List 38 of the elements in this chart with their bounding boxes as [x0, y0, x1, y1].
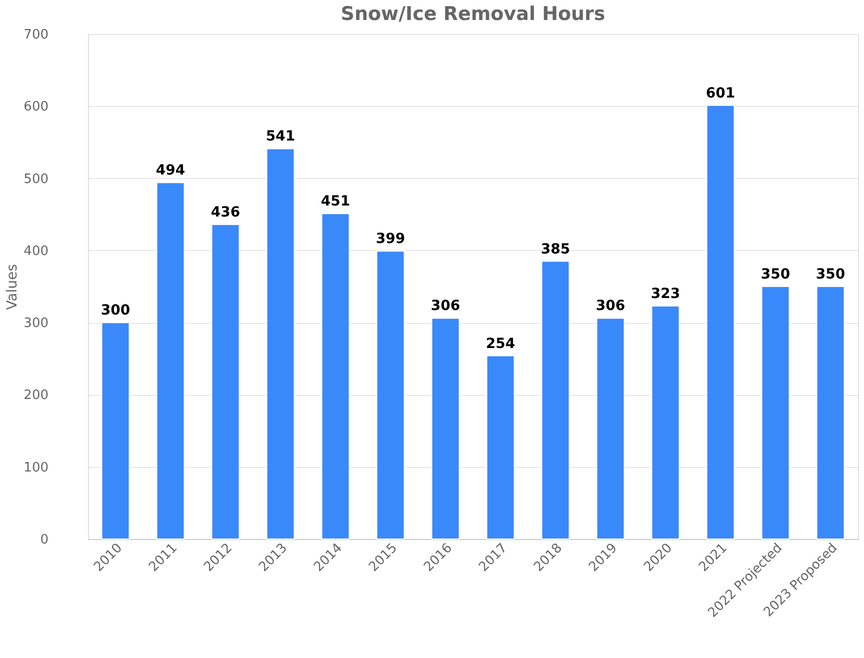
bar: [211, 224, 240, 540]
y-tick-label: 400: [24, 244, 48, 259]
data-label: 399: [376, 231, 406, 248]
data-label: 306: [430, 298, 460, 314]
y-tick-label: 200: [24, 388, 48, 404]
y-tick-label: 700: [24, 28, 48, 42]
data-label: 541: [266, 128, 296, 145]
bar: [431, 318, 460, 540]
bar: [266, 148, 295, 540]
bar: [101, 322, 130, 540]
bar: [156, 182, 185, 540]
data-label: 323: [650, 286, 680, 302]
data-label: 300: [100, 302, 130, 319]
bar: [486, 355, 515, 540]
y-tick-label: 100: [24, 460, 48, 476]
y-tick-label: 0: [40, 532, 48, 548]
bar: [596, 318, 625, 540]
data-label: 451: [320, 194, 350, 210]
bar: [321, 213, 350, 540]
bar: [376, 250, 405, 540]
data-label: 254: [486, 336, 516, 352]
bar: [761, 286, 790, 540]
data-label: 494: [156, 162, 186, 179]
bar: [706, 104, 735, 540]
y-tick-label: 300: [24, 316, 48, 332]
data-label: 601: [706, 85, 736, 102]
bar: [816, 286, 845, 540]
data-label: 350: [760, 266, 790, 282]
y-tick-label: 500: [24, 172, 48, 187]
chart-title: Snow/Ice Removal Hours: [340, 3, 606, 25]
data-label: 306: [596, 298, 626, 314]
data-label: 385: [540, 241, 570, 258]
y-tick-label: 600: [24, 100, 48, 115]
bar: [541, 260, 570, 540]
data-label: 350: [816, 266, 846, 282]
y-axis-title: Values: [4, 264, 21, 310]
bar: [651, 305, 680, 540]
data-label: 436: [210, 204, 240, 220]
